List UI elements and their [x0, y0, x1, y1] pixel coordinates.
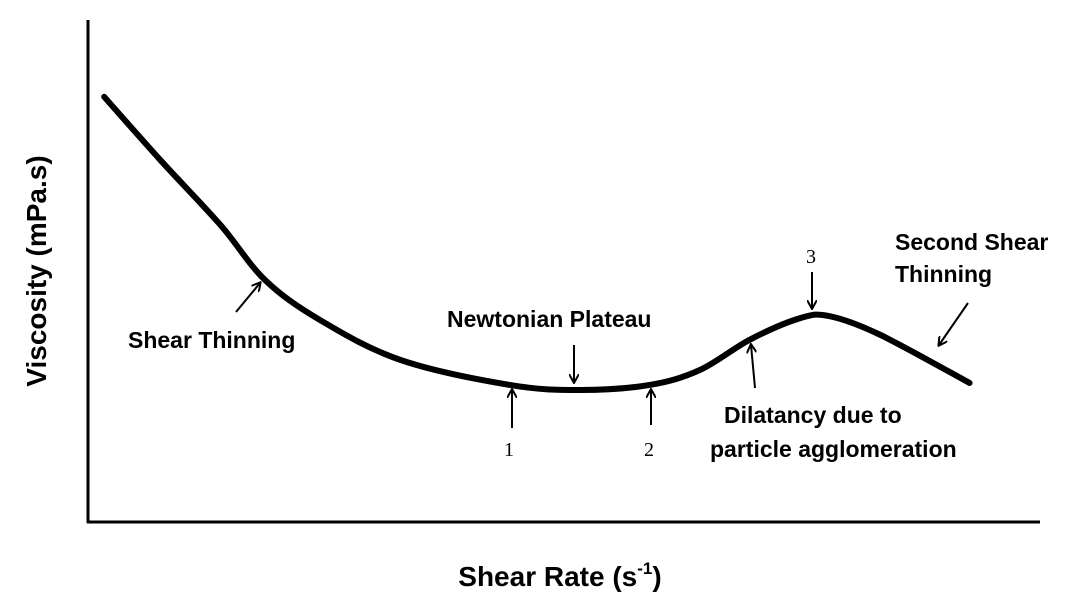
- point-2-label: 2: [644, 439, 654, 461]
- annotation-dilatancy-line1: Dilatancy due to: [724, 402, 902, 428]
- annotation-second-shear-line1: Second Shear: [895, 229, 1048, 255]
- viscosity-curve: [101, 93, 973, 393]
- arrow-shear-thinning: [235, 283, 260, 313]
- annotation-second-shear-line2: Thinning: [895, 261, 992, 287]
- point-3-label: 3: [806, 246, 816, 268]
- point-1-label: 1: [504, 439, 514, 461]
- y-axis-label: Viscosity (mPa.s): [21, 155, 52, 386]
- arrow-second-shear: [939, 302, 969, 345]
- annotation-newtonian-plateau: Newtonian Plateau: [447, 306, 651, 332]
- annotation-shear-thinning: Shear Thinning: [128, 327, 295, 353]
- annotation-dilatancy-line2: particle agglomeration: [710, 436, 957, 462]
- x-axis-label: Shear Rate (s-1): [458, 559, 661, 592]
- arrow-dilatancy: [751, 345, 755, 389]
